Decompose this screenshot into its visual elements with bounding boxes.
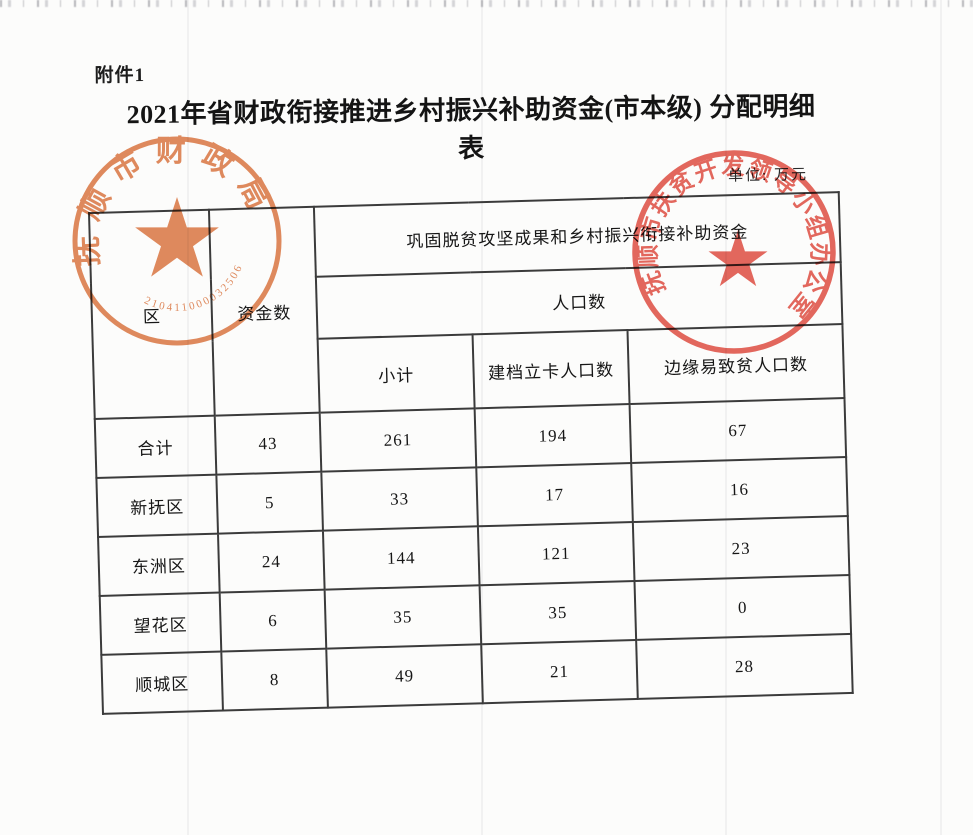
cell-registered: 21 (481, 639, 638, 704)
attachment-label: 附件1 (94, 64, 146, 87)
scan-artifact-top-edge (0, 0, 973, 7)
cell-registered: 194 (474, 404, 632, 468)
cell-subtotal: 49 (326, 644, 483, 708)
cell-marginal: 16 (631, 457, 848, 523)
cell-marginal: 0 (634, 574, 852, 640)
cell-subtotal: 261 (319, 408, 477, 472)
cell-marginal: 67 (629, 398, 847, 464)
cell-subtotal: 35 (324, 585, 482, 649)
scan-streak (481, 0, 483, 835)
svg-text:抚顺市扶贫开发领导小组办公室: 抚顺市扶贫开发领导小组办公室 (628, 146, 840, 327)
cell-marginal: 28 (636, 633, 853, 699)
cell-registered: 17 (476, 463, 633, 527)
header-subtotal: 小计 (317, 334, 475, 413)
cell-fund: 24 (218, 530, 325, 593)
cell-fund: 43 (214, 412, 322, 475)
cell-subtotal: 144 (322, 526, 480, 590)
cell-fund: 8 (221, 648, 328, 711)
cell-subtotal: 33 (321, 467, 478, 531)
cell-fund: 6 (219, 589, 327, 652)
stamp-org-text: 抚顺市扶贫开发领导小组办公室 (628, 146, 840, 327)
scan-streak (940, 0, 942, 835)
cell-region: 合计 (94, 415, 217, 478)
cell-region: 顺城区 (101, 651, 223, 714)
stamp-circle (72, 136, 282, 346)
finance-bureau-stamp: 抚顺市财政局 210411000032506 (66, 130, 282, 346)
cell-region: 望花区 (99, 592, 222, 655)
header-registered: 建档立卡人口数 (472, 330, 630, 409)
cell-region: 新抚区 (96, 474, 219, 537)
star-icon (708, 230, 768, 287)
stamp-circle (632, 150, 836, 354)
scan-streak (187, 0, 189, 835)
cell-registered: 121 (477, 522, 635, 586)
star-icon (135, 197, 219, 277)
cell-registered: 35 (479, 580, 637, 645)
cell-region: 东洲区 (98, 533, 220, 596)
cell-fund: 5 (216, 471, 323, 534)
scan-streak (725, 0, 727, 835)
poverty-alleviation-office-stamp: 抚顺市扶贫开发领导小组办公室 (628, 146, 840, 354)
cell-marginal: 23 (632, 516, 850, 581)
